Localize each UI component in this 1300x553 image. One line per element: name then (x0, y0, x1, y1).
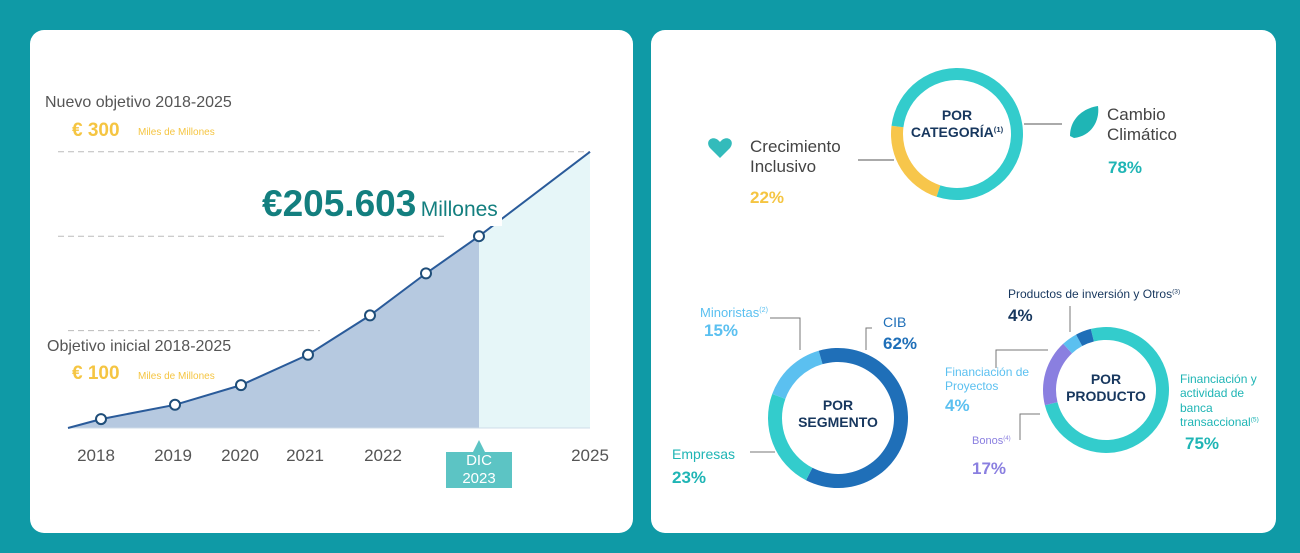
donut-slice (767, 394, 813, 481)
donut-slice (772, 350, 823, 399)
donut-title: POR CATEGORÍA(1) (911, 107, 1003, 141)
point (302, 348, 314, 361)
slice-value: 23% (672, 468, 707, 487)
x-tick-label: 2018 (77, 446, 115, 465)
slice-value: 75% (1185, 434, 1220, 453)
slice-note: (5) (1250, 416, 1259, 424)
point (235, 379, 247, 392)
leader (995, 349, 1048, 368)
slice-label: Crecimiento Inclusivo (750, 137, 841, 177)
target-label: Nuevo objetivo 2018-2025 (45, 94, 232, 111)
marker-arrow (473, 440, 485, 452)
x-tick-label: 2020 (221, 446, 259, 465)
slice-value: 17% (972, 459, 1007, 478)
leader (770, 317, 801, 350)
leader (1019, 413, 1040, 440)
slice-name: Bonos (972, 435, 1004, 447)
x-tick-label: 2019 (154, 446, 192, 465)
donut-slice (806, 348, 908, 488)
slice-name: Financiación y actividad de banca transa… (1180, 372, 1257, 430)
slice-note: (4) (1003, 435, 1011, 442)
point (169, 398, 181, 411)
point (420, 267, 432, 280)
slice-label: Bonos(4) (972, 435, 1011, 448)
target-unit: Miles de Millones (138, 127, 215, 138)
slice-name: Minoristas (700, 305, 760, 320)
card-right (651, 30, 1276, 533)
heart-icon (708, 138, 732, 158)
area-actual (68, 236, 479, 428)
title-text: POR CATEGORÍA (910, 107, 994, 140)
target-value: € 100 (72, 363, 120, 384)
donut-title: POR PRODUCTO (1066, 371, 1146, 404)
slice-name: Productos de inversión y Otros (1008, 287, 1173, 301)
donut-slice (1076, 328, 1094, 347)
area-projection (479, 151, 590, 429)
donuts (767, 68, 1169, 488)
slice-note: (3) (1172, 288, 1181, 296)
point (95, 413, 107, 426)
slice-value: 78% (1108, 158, 1143, 177)
point (473, 230, 485, 243)
slice-value: 4% (945, 396, 970, 415)
target-value: € 300 (72, 120, 120, 141)
slice-label: Empresas (672, 446, 736, 462)
x-tick-label: 2022 (364, 446, 402, 465)
x-label-highlight: DIC 2023 (446, 452, 512, 488)
line (100, 151, 591, 421)
slice-value: 4% (1008, 306, 1033, 325)
value-annotation: €205.603 Millones (258, 182, 502, 227)
slice-value: 15% (704, 321, 739, 340)
slice-label: CIB (883, 314, 907, 330)
donut-title: POR SEGMENTO (798, 397, 878, 430)
slice-value: 62% (883, 334, 918, 353)
slice-label: Minoristas(2) (700, 305, 768, 321)
line-chart: 2018 2019 2020 2021 2022 2025 (58, 151, 609, 465)
donut-slice (891, 125, 941, 197)
point (364, 309, 376, 322)
title-note: (1) (993, 124, 1004, 134)
value-label: €205.603 (262, 183, 417, 224)
target-label: Objetivo inicial 2018-2025 (47, 338, 232, 355)
leaf-icon (1070, 106, 1099, 138)
value-unit: Millones (420, 198, 498, 221)
target-unit: Miles de Millones (138, 371, 215, 382)
slice-value: 22% (750, 188, 785, 207)
donut-slice (1063, 334, 1083, 354)
slice-note: (2) (759, 306, 768, 314)
x-tick-label: 2021 (286, 446, 324, 465)
leader (865, 327, 872, 350)
slice-label: Financiación y actividad de banca transa… (1180, 372, 1272, 430)
x-tick-label: 2025 (571, 446, 609, 465)
slice-label: Financiación de Proyectos (945, 365, 1030, 394)
slice-label: Cambio Climático (1107, 105, 1177, 145)
donut-slice (1043, 343, 1073, 406)
slice-label: Productos de inversión y Otros(3) (1008, 287, 1180, 301)
